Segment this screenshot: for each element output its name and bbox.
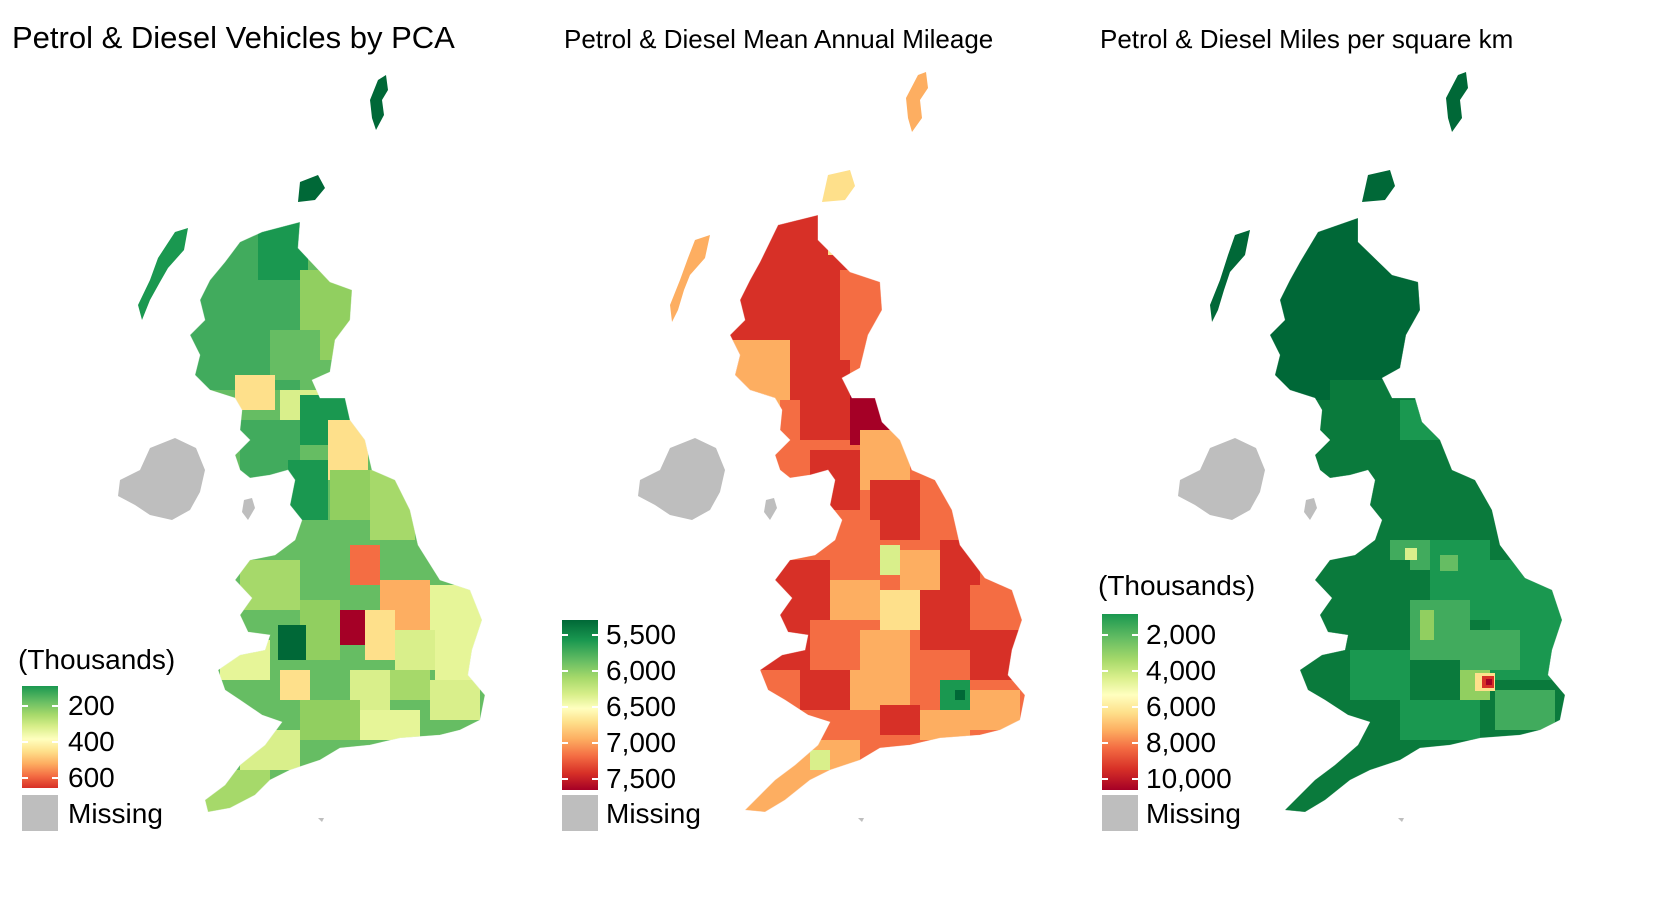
legend-color-bar [22,686,58,788]
legend-label: 2,000 [1146,619,1217,650]
legend-missing-swatch [562,795,598,831]
island-hebrides [1210,230,1250,322]
island-isle-of-man [764,498,777,520]
island-hebrides [138,228,188,320]
mainland-regions [730,215,1025,812]
legend-label: 4,000 [1146,655,1217,686]
map-panel-mileage: Petrol & Diesel Mean Annual Mileage [560,0,1100,914]
legend-tick [22,705,58,707]
island-orkney [822,170,855,202]
legend-color-bar [1102,614,1138,790]
legend-label: 6,500 [606,691,677,722]
island-shetland [906,72,928,132]
island-scilly [858,818,864,822]
legend-tick [1102,670,1138,672]
island-isle-of-man [1304,498,1317,520]
choropleth-map [638,72,1026,822]
island-shetland [1446,72,1468,132]
legend-tick [22,741,58,743]
island-scilly [318,818,324,822]
map-panel-vehicles: Petrol & Diesel Vehicles by PCA [0,0,560,914]
legend-tick [562,742,598,744]
map-title: Petrol & Diesel Vehicles by PCA [12,20,455,55]
island-scilly [1398,818,1404,822]
island-orkney [1362,170,1395,202]
legend-tick [562,778,598,780]
legend-tick [22,777,58,779]
region-northern-ireland [118,438,205,520]
legend-label: 8,000 [1146,727,1217,758]
map-title: Petrol & Diesel Miles per square km [1100,24,1514,54]
legend-label: 7,000 [606,727,677,758]
map-title: Petrol & Diesel Mean Annual Mileage [564,24,994,54]
legend-tick [1102,742,1138,744]
legend-missing-label: Missing [606,798,701,829]
legend-label: 400 [68,726,115,757]
legend-tick [562,706,598,708]
map-panel-density: Petrol & Diesel Miles per square km [1098,0,1677,914]
legend-tick [562,670,598,672]
legend-heading: (Thousands) [1098,570,1256,601]
legend-tick [562,634,598,636]
region-northern-ireland [1178,438,1265,520]
legend-label: 10,000 [1146,763,1232,794]
legend-tick [1102,706,1138,708]
legend-label: 5,500 [606,619,677,650]
legend-missing-label: Missing [1146,798,1241,829]
legend-tick [1102,634,1138,636]
legend-label: 600 [68,762,115,793]
island-isle-of-man [242,498,255,520]
island-orkney [298,175,325,202]
region-northern-ireland [638,438,725,520]
legend-label: 6,000 [1146,691,1217,722]
legend-label: 7,500 [606,763,677,794]
legend-label: 6,000 [606,655,677,686]
legend-heading: (Thousands) [18,644,176,675]
mainland-regions [1270,218,1565,812]
legend-missing-swatch [22,795,58,831]
legend-tick [1102,778,1138,780]
island-shetland [370,75,388,130]
legend-missing-swatch [1102,795,1138,831]
choropleth-map [1178,72,1566,822]
legend-label: 200 [68,690,115,721]
choropleth-map [118,75,486,822]
island-hebrides [670,235,710,322]
legend-color-bar [562,620,598,790]
mainland-regions [190,222,485,812]
legend-missing-label: Missing [68,798,163,829]
